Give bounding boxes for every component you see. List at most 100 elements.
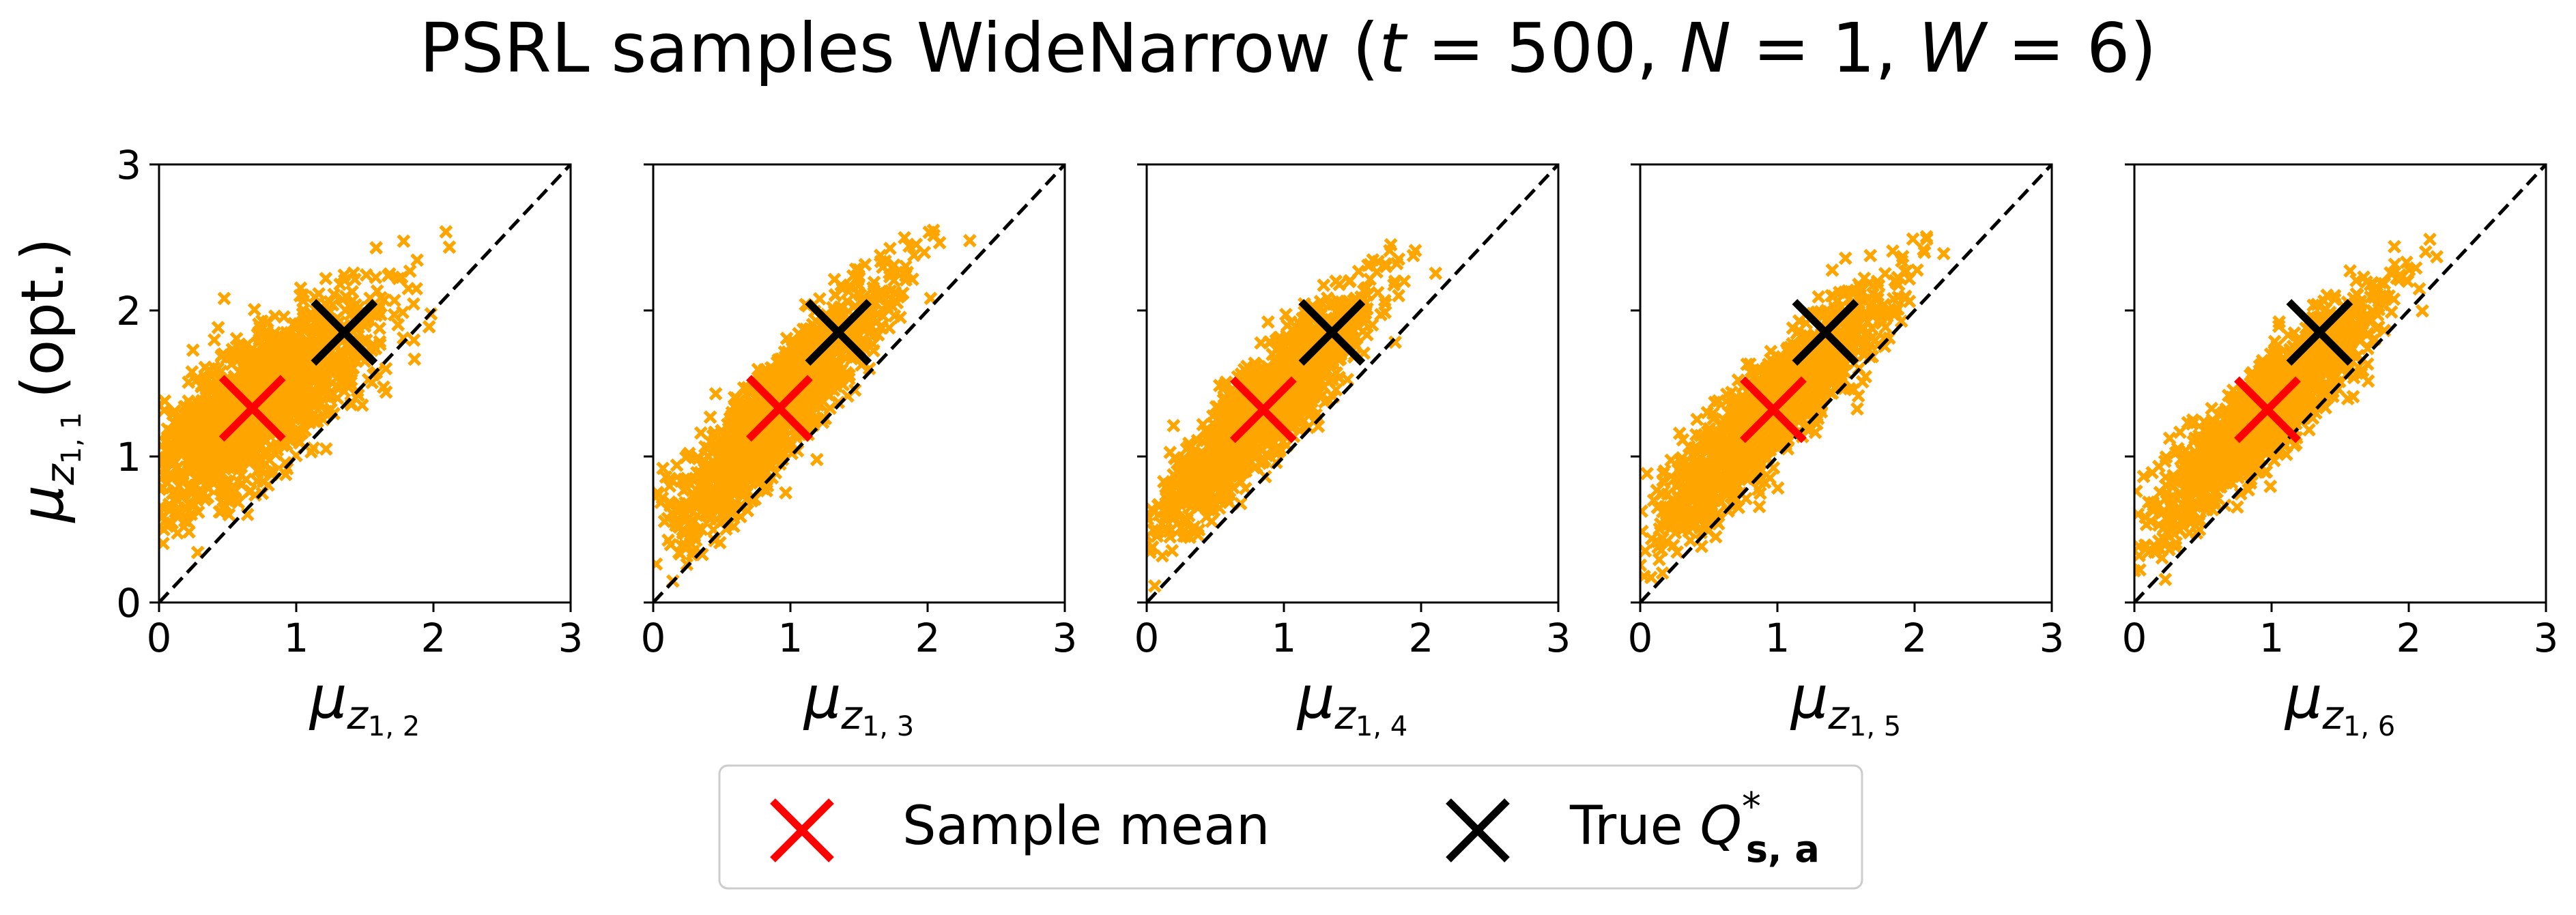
sample-point [686, 490, 700, 504]
sample-point [1812, 290, 1826, 304]
y-tick-label: 0 [116, 580, 141, 626]
sample-point [202, 363, 216, 377]
sample-point [773, 448, 788, 461]
sample-point [199, 382, 214, 396]
sample-point [210, 413, 224, 428]
sample-point [740, 485, 754, 499]
sample-point [283, 359, 297, 373]
sample-point [279, 334, 294, 348]
diagonal-line [653, 164, 1065, 602]
y-tick-label: 3 [116, 142, 141, 188]
sample-point [1265, 347, 1280, 362]
sample-point [1212, 379, 1227, 392]
sample-point [326, 388, 339, 403]
sample-point [264, 463, 278, 477]
sample-point [1371, 285, 1385, 300]
sample-point [730, 397, 744, 411]
sample-point [1358, 282, 1373, 295]
sample-point [1429, 266, 1443, 280]
sample-point [1392, 252, 1406, 266]
sample-point [227, 345, 242, 360]
sample-point [159, 403, 171, 418]
sample-point [875, 321, 889, 335]
sample-point [1387, 278, 1401, 292]
sample-point [687, 529, 702, 543]
sample-point [291, 411, 306, 425]
x-label-sub-index: 1, 2 [368, 711, 420, 742]
sample-point [732, 410, 747, 424]
sample-point [373, 321, 387, 336]
sample-point [962, 233, 977, 248]
sample-point [201, 399, 215, 413]
sample-point [379, 362, 393, 376]
sample-point [355, 398, 369, 412]
sample-point [218, 448, 231, 462]
sample-point [253, 326, 268, 340]
sample-point [163, 467, 177, 481]
sample-point [663, 495, 677, 509]
sample-point [670, 458, 684, 472]
sample-mean-marker [218, 375, 286, 442]
sample-point [883, 242, 897, 255]
sample-points [1147, 237, 1443, 593]
sample-point [170, 493, 184, 507]
axes-frame [652, 163, 1066, 604]
title-t-value: = 500, [1405, 8, 1680, 88]
sample-point [342, 298, 356, 313]
sample-point [294, 281, 308, 295]
sample-point [247, 302, 261, 317]
sample-point [1351, 264, 1366, 278]
sample-point [1317, 395, 1332, 409]
sample-point [663, 498, 677, 512]
sample-point [289, 397, 304, 411]
sample-point [1215, 415, 1229, 429]
sample-point [296, 377, 311, 391]
sample-point [1165, 544, 1179, 558]
sample-point [344, 396, 358, 409]
sample-point [1276, 357, 1291, 371]
sample-point [1212, 501, 1227, 515]
sample-point [397, 234, 411, 248]
sample-point [387, 308, 401, 322]
sample-point [1192, 496, 1207, 510]
sample-point [319, 442, 333, 456]
sample-point [890, 295, 904, 310]
sample-point [203, 433, 218, 448]
sample-point [182, 456, 196, 470]
sample-point [298, 423, 312, 437]
true-q-marker [805, 299, 872, 366]
sample-point [182, 406, 196, 420]
sample-point [1254, 336, 1268, 350]
sample-point [319, 272, 333, 286]
sample-point [663, 479, 677, 493]
sample-point [167, 404, 182, 418]
sample-point [733, 510, 747, 524]
plot-area [1640, 164, 2052, 602]
sample-point [1243, 442, 1257, 456]
sample-point [742, 406, 756, 420]
sample-point [305, 307, 319, 321]
x-label-mu: μ [1296, 664, 1335, 732]
sample-point [220, 403, 233, 417]
sample-point [866, 280, 881, 295]
sample-point [189, 452, 203, 465]
sample-point [1285, 323, 1300, 337]
sample-point [253, 371, 267, 385]
sample-point [1151, 499, 1165, 512]
plot-area [1147, 164, 1558, 602]
sample-point [327, 287, 341, 302]
sample-point [659, 470, 673, 484]
sample-point [237, 375, 251, 389]
sample-point [661, 533, 675, 547]
sample-point [1182, 457, 1196, 471]
sample-point [745, 394, 759, 408]
sample-point [898, 269, 913, 282]
sample-point [310, 390, 324, 404]
sample-point [882, 265, 896, 280]
sample-point [1257, 435, 1271, 449]
sample-point [709, 387, 723, 401]
sample-point [397, 331, 410, 345]
